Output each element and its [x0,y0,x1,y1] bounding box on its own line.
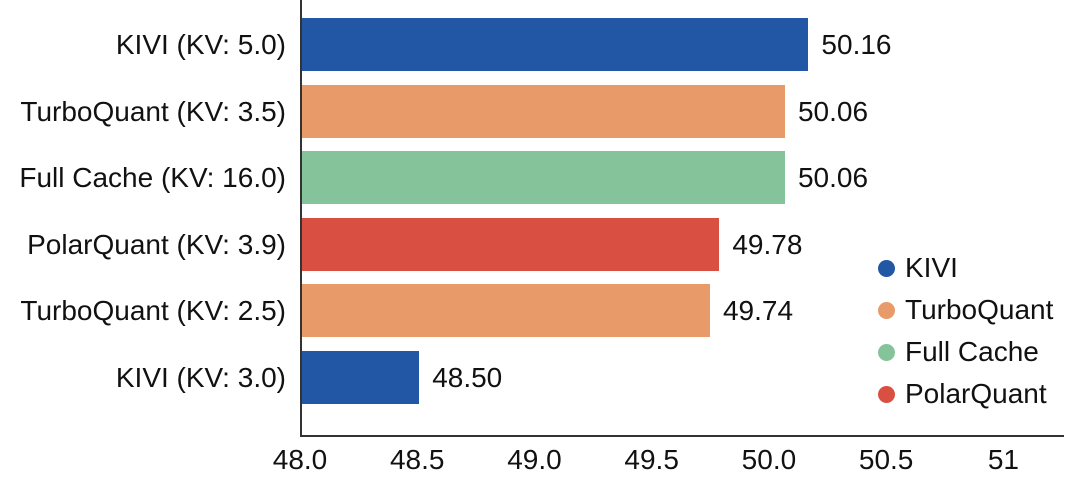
bar-value-label: 50.06 [797,95,869,127]
category-label-turboquant-kv-3-5: TurboQuant (KV: 3.5) [20,95,286,127]
legend-dot-icon [878,343,895,361]
legend-dot-icon [878,259,895,277]
legend-item-kivi: KIVI [878,247,1053,289]
x-tick-label: 49.5 [624,444,679,475]
legend-label: TurboQuant [905,294,1054,325]
category-label-kivi-kv-5-0: KIVI (KV: 5.0) [115,29,286,60]
legend-item-polarquant: PolarQuant [878,373,1053,415]
bar-value-label: 49.74 [722,295,794,327]
x-tick-label: 50.5 [858,444,914,475]
bar-kivi-kv-5-0 [302,18,809,71]
category-label-turboquant-kv-2-5: TurboQuant (KV: 2.5) [20,295,286,327]
legend-item-turboquant: TurboQuant [878,289,1053,331]
category-labels: KIVI (KV: 5.0) TurboQuant (KV: 3.5) Full C… [0,0,286,435]
bar-value-label: 50.06 [797,162,869,194]
category-label-polarquant-kv-3-9: PolarQuant (KV: 3.9) [27,228,286,260]
legend: KIVI TurboQuant Full Cache PolarQuant [878,247,1053,415]
category-label-full-cache-kv-16-0: Full Cache (KV: 16.0) [19,162,286,194]
bar-turboquant-kv-2-5 [302,284,710,338]
legend-item-full-cache: Full Cache [878,331,1053,373]
category-label-kivi-kv-3-0: KIVI (KV: 3.0) [115,362,286,393]
x-axis-ticks: 48.0 48.5 49.0 49.5 50.0 50.5 51 [273,444,1062,484]
bar-value-label: 49.78 [732,228,803,260]
legend-label: Full Cache [905,336,1039,367]
x-tick-label: 48.5 [389,444,445,475]
x-tick-label: 50.0 [741,444,797,475]
bar-kivi-kv-3-0 [302,351,420,404]
legend-dot-icon [878,385,895,403]
bar-full-cache-kv-16-0 [302,151,785,205]
x-tick-label: 49.0 [507,444,562,475]
x-tick-label: 51 [987,444,1019,475]
legend-label: KIVI [905,252,958,283]
plot-area: 50.16 50.06 50.06 49.78 49.74 48.50 [300,0,1064,437]
legend-label: PolarQuant [905,378,1047,409]
bar-value-label: 50.16 [821,29,892,60]
bar-value-label: 48.50 [432,362,503,393]
x-tick-label: 48.0 [272,444,328,475]
bar-polarquant-kv-3-9 [302,217,720,271]
legend-dot-icon [878,301,895,319]
bar-turboquant-kv-3-5 [302,84,785,138]
